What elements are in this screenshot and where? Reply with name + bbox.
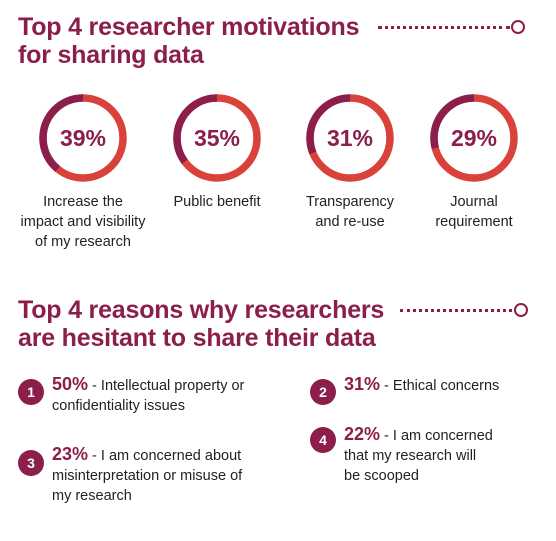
reason-text-line: confidentiality issues [52, 398, 185, 414]
reason-text-2: 31% - Ethical concerns [344, 374, 499, 396]
reason-text-line: misinterpretation or misuse of [52, 468, 243, 484]
donut-category-line: Increase the [43, 194, 123, 210]
motivations-heading: Top 4 researcher motivations for sharing… [18, 13, 359, 69]
reason-number-badge-4: 4 [310, 427, 336, 453]
reason-text-line: Ethical concerns [392, 378, 500, 394]
donut-value-label-2: 35% [194, 125, 240, 151]
reason-text-line: be scooped [344, 468, 419, 484]
reasons-rule-end-circle [514, 303, 528, 317]
motivations-dotted-rule [378, 26, 510, 29]
motivations-rule-end-circle [511, 20, 525, 34]
reasons-heading-line1: Top 4 reasons why researchers [18, 296, 385, 324]
donut-2: 35% [173, 94, 261, 182]
reason-text-line: my research [52, 488, 132, 504]
donut-category-label-4: Journal requirement [399, 192, 549, 232]
donut-category-label-3: Transparency and re-use [275, 192, 425, 232]
reason-text-line: Intellectual property or [100, 378, 245, 394]
donut-4: 29% [430, 94, 518, 182]
reason-percent-1: 50% [52, 374, 89, 394]
donut-category-label-1: Increase the impact and visibility of my r… [8, 192, 158, 252]
donut-value-label-4: 29% [451, 125, 497, 151]
donut-value-arc-1 [39, 94, 127, 182]
donut-svg: 39% 35% 31% 29% [39, 94, 518, 182]
reason-text-1: 50% - Intellectual property or confidenti… [52, 374, 244, 416]
reason-separator: - [88, 448, 101, 464]
reason-separator: - [88, 378, 101, 394]
reason-percent-3: 23% [52, 444, 89, 464]
donut-3: 31% [306, 94, 394, 182]
reason-separator: - [380, 378, 393, 394]
donut-value-arc-4 [430, 94, 518, 182]
donut-value-label-3: 31% [327, 125, 373, 151]
reason-text-3: 23% - I am concerned about misinterpretat… [52, 444, 242, 506]
reason-text-line: I am concerned [392, 428, 493, 444]
reasons-heading: Top 4 reasons why researchers are hesita… [18, 296, 384, 352]
donut-value-arc-2 [173, 94, 261, 182]
donut-category-line: Transparency [305, 194, 395, 210]
reason-percent-4: 22% [344, 424, 381, 444]
reason-text-line: I am concerned about [100, 448, 242, 464]
donut-1: 39% [39, 94, 127, 182]
reason-separator: - [380, 428, 393, 444]
reason-number-badge-1: 1 [18, 379, 44, 405]
reason-number-badge-3: 3 [18, 450, 44, 476]
motivations-heading-line2: for sharing data [18, 41, 204, 69]
reason-number-badge-2: 2 [310, 379, 336, 405]
motivations-heading-line1: Top 4 researcher motivations [18, 13, 360, 41]
donut-category-line: requirement [435, 214, 513, 230]
donut-category-label-2: Public benefit [142, 192, 292, 212]
reason-percent-2: 31% [344, 374, 381, 394]
donut-category-line: impact and visibility [20, 214, 146, 230]
donut-category-line: Public benefit [173, 194, 261, 210]
donut-value-label-1: 39% [60, 125, 106, 151]
donut-category-line: and re-use [315, 214, 385, 230]
reasons-dotted-rule [400, 309, 512, 312]
reasons-heading-line2: are hesitant to share their data [18, 324, 376, 352]
donut-category-line: of my research [35, 234, 131, 250]
donut-value-arc-3 [306, 94, 394, 182]
reason-text-4: 22% - I am concerned that my research wil… [344, 424, 493, 486]
motivations-donut-chart: 39% 35% 31% 29% Increase the impact and visi… [0, 90, 556, 265]
donut-category-line: Journal [450, 194, 498, 210]
reason-text-line: that my research will [344, 448, 477, 464]
